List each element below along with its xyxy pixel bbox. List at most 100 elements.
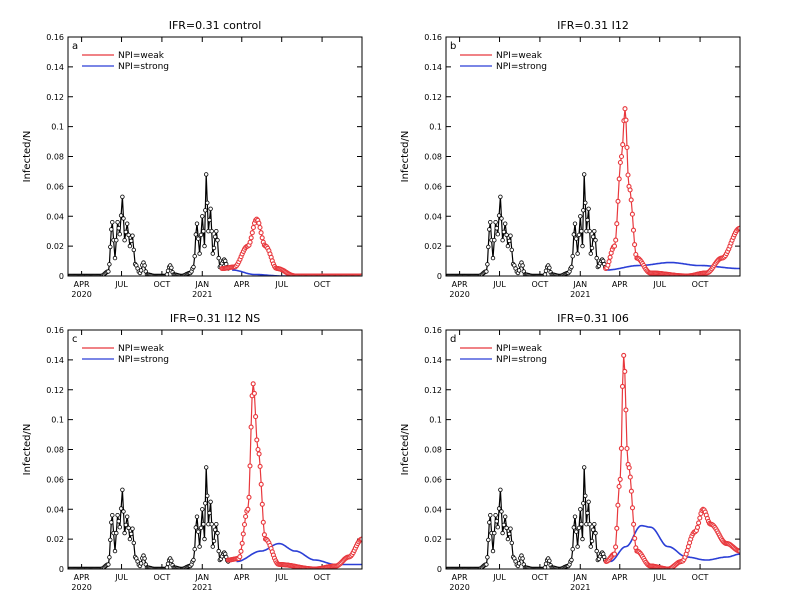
legend-label: NPI=strong: [118, 355, 169, 365]
data-point-observed: [572, 221, 578, 226]
x-tick-label: OCT: [314, 573, 331, 582]
data-point-observed: [569, 264, 574, 270]
data-point-npi-weak: [250, 381, 256, 387]
y-tick-label: 0: [59, 272, 64, 281]
data-point-observed: [197, 544, 202, 549]
data-point-observed: [520, 556, 525, 561]
data-point-observed: [115, 513, 120, 518]
data-point-observed: [123, 229, 129, 235]
data-point-observed: [492, 530, 497, 536]
chart-panel-c: IFR=0.31 I12 NS Infected/N 0 0.02 0.04 0.06 0.…: [22, 312, 363, 592]
data-point-npi-weak: [240, 531, 246, 537]
data-point-observed: [211, 538, 217, 544]
data-point-observed: [507, 238, 512, 244]
data-point-npi-weak: [615, 198, 621, 204]
data-point-observed: [212, 527, 218, 532]
y-tick-label: 0.14: [424, 356, 442, 365]
data-point-observed: [130, 526, 135, 531]
data-point-observed: [575, 251, 580, 256]
data-point-observed: [487, 227, 492, 232]
data-point-observed: [207, 510, 212, 516]
data-point-npi-weak: [632, 535, 638, 541]
data-point-observed: [547, 265, 552, 270]
data-point-npi-weak: [631, 521, 637, 527]
data-point-observed: [107, 262, 112, 267]
data-point-observed: [109, 520, 114, 525]
y-tick-label: 0.14: [46, 63, 64, 72]
data-point-observed: [516, 268, 522, 273]
data-point-observed: [494, 225, 499, 231]
data-point-observed: [485, 262, 490, 267]
data-point-observed: [504, 525, 509, 531]
y-tick-label: 0.1: [429, 416, 442, 425]
data-point-observed: [593, 530, 598, 536]
data-point-npi-weak: [250, 224, 256, 231]
data-point-observed: [587, 228, 592, 234]
data-point-observed: [594, 548, 599, 554]
data-point-npi-weak: [247, 239, 253, 245]
data-point-observed: [590, 527, 596, 532]
data-point-observed: [124, 221, 130, 226]
data-point-npi-weak: [628, 197, 634, 203]
x-tick-sublabel: 2020: [71, 290, 91, 299]
data-point-observed: [211, 245, 217, 251]
y-tick-label: 0: [437, 272, 442, 281]
x-tick-sublabel: 2021: [192, 290, 212, 299]
data-point-observed: [214, 228, 219, 234]
data-point-npi-weak: [618, 445, 624, 451]
data-point-npi-weak: [239, 540, 245, 546]
data-point-npi-weak: [243, 513, 249, 520]
x-tick-label: OCT: [154, 280, 171, 289]
data-point-observed: [126, 525, 131, 531]
x-tick-label: APR: [452, 280, 468, 289]
data-point-observed: [114, 237, 119, 243]
series-line-npi-strong: [232, 269, 362, 276]
data-point-observed: [124, 514, 130, 519]
series-line-observed: [446, 467, 607, 569]
data-point-observed: [106, 562, 111, 567]
data-point-npi-weak: [622, 368, 628, 374]
data-point-npi-weak: [247, 463, 253, 469]
data-point-observed: [500, 237, 505, 243]
legend-label: NPI=weak: [118, 51, 165, 61]
data-point-observed: [570, 254, 575, 259]
data-point-observed: [505, 243, 511, 249]
data-point-observed: [165, 561, 171, 566]
data-point-npi-weak: [614, 221, 620, 227]
data-point-observed: [192, 254, 197, 259]
x-tick-label: APR: [234, 280, 250, 289]
data-point-observed: [494, 519, 499, 524]
data-point-observed: [116, 519, 121, 524]
data-point-npi-weak: [259, 501, 265, 507]
data-point-observed: [581, 208, 586, 213]
data-point-observed: [488, 219, 493, 225]
y-tick-label: 0.16: [424, 33, 442, 42]
data-point-observed: [193, 232, 198, 237]
data-point-observed: [203, 501, 208, 506]
x-tick-label: JAN: [194, 280, 209, 289]
data-point-observed: [588, 544, 593, 549]
data-point-observed: [495, 525, 500, 530]
chart-title: IFR=0.31 I06: [557, 312, 629, 325]
data-point-npi-weak: [697, 515, 703, 521]
data-point-observed: [205, 200, 210, 205]
x-tick-label: APR: [74, 573, 90, 582]
data-point-observed: [582, 465, 587, 470]
data-point-npi-weak: [261, 532, 267, 538]
data-point-npi-weak: [260, 519, 266, 525]
series-line-observed: [68, 467, 229, 569]
data-point-observed: [203, 208, 208, 213]
data-point-observed: [109, 227, 114, 232]
data-point-observed: [498, 487, 503, 492]
data-point-observed: [202, 536, 207, 542]
data-point-npi-weak: [256, 451, 262, 457]
y-tick-label: 0.12: [46, 386, 64, 395]
data-point-observed: [108, 244, 113, 250]
chart-title: IFR=0.31 I12 NS: [170, 312, 260, 325]
data-point-observed: [121, 216, 126, 221]
x-tick-label: APR: [74, 280, 90, 289]
y-tick-label: 0.12: [46, 93, 64, 102]
data-point-observed: [585, 510, 590, 516]
data-point-observed: [107, 555, 112, 560]
